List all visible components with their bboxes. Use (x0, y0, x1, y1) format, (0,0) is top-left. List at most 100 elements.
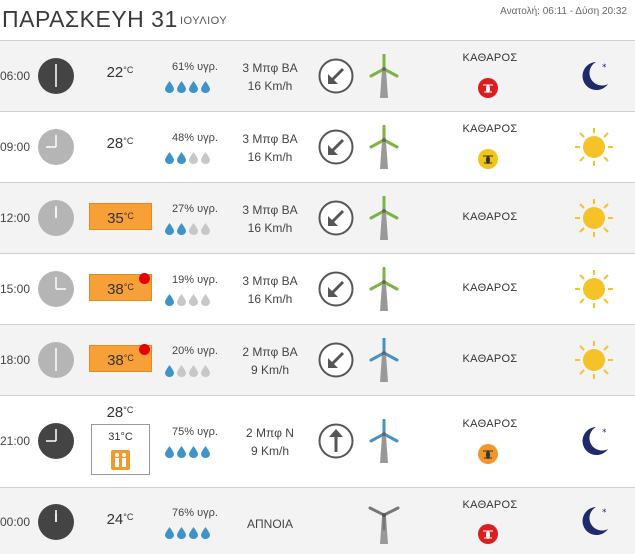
temperature-hot-box: 35°C (89, 203, 152, 230)
sky-condition: ΚΑΘΑΡΟΣ (462, 499, 518, 511)
time-label: 21:00 (0, 434, 31, 448)
wind-info: 3 Μπφ ΒΑ 16 Km/h (242, 61, 298, 93)
humidity-label: 48% υγρ. (172, 132, 218, 144)
svg-text:*: * (602, 63, 607, 73)
heat-alert-dot (139, 273, 150, 284)
sun-icon (574, 269, 614, 309)
drop-full-icon (177, 81, 186, 93)
wind-direction-sw-icon (318, 129, 354, 165)
time-label: 12:00 (0, 211, 31, 225)
month-title: ΙΟΥΛΙΟΥ (180, 15, 228, 27)
drop-empty-icon (201, 152, 210, 164)
feels-like-value: 31°C (108, 431, 133, 443)
forecast-row-0000: 00:00 24°C 76% υγρ. ΑΠΝΟΙΑ ΚΑΘΑΡΟΣ * (0, 487, 635, 554)
discomfort-icon (111, 450, 130, 470)
sunrise-sunset: Ανατολή: 06:11 - Δύση 20:32 (500, 6, 627, 17)
drop-empty-icon (201, 294, 210, 306)
drop-full-icon (177, 527, 186, 539)
sun-icon (574, 198, 614, 238)
wind-turbine-green-icon (366, 53, 402, 98)
drop-empty-icon (189, 365, 198, 377)
drop-empty-icon (189, 152, 198, 164)
clock-light-icon (38, 129, 74, 165)
wind-info: 2 Μπφ ΒΑ 9 Km/h (242, 345, 298, 377)
temperature: 28°C (106, 135, 134, 152)
wind-direction-sw-icon (318, 342, 354, 378)
forecast-row-1800: 18:00 38°C 20% υγρ. 2 Μπφ ΒΑ 9 Km/h ΚΑΘΑΡ… (0, 324, 635, 395)
sun-icon (574, 340, 614, 380)
drop-empty-icon (201, 223, 210, 235)
humidity-label: 61% υγρ. (172, 61, 218, 73)
sky-condition: ΚΑΘΑΡΟΣ (462, 353, 518, 365)
drop-empty-icon (189, 294, 198, 306)
wind-calm: ΑΠΝΟΙΑ (246, 517, 293, 531)
humidity-drops (165, 80, 213, 93)
forecast-row-1500: 15:00 38°C 19% υγρ. 3 Μπφ ΒΑ 16 Km/h ΚΑΘΑ… (0, 253, 635, 324)
time-label: 15:00 (0, 282, 31, 296)
drop-full-icon (201, 446, 210, 458)
temperature: 22°C (106, 64, 134, 81)
forecast-row-0600: 06:00 22°C 61% υγρ. 3 Μπφ ΒΑ 16 Km/h ΚΑΘΑ… (0, 40, 635, 111)
moon-icon: * (574, 421, 614, 461)
wind-info: 3 Μπφ ΒΑ 16 Km/h (242, 132, 298, 164)
drop-full-icon (189, 446, 198, 458)
forecast-row-0900: 09:00 28°C 48% υγρ. 3 Μπφ ΒΑ 16 Km/h ΚΑΘΑ… (0, 111, 635, 182)
clock-dark-icon (38, 504, 74, 540)
drop-full-icon (177, 446, 186, 458)
drop-full-icon (165, 527, 174, 539)
drop-full-icon (177, 223, 186, 235)
sky-condition: ΚΑΘΑΡΟΣ (462, 418, 518, 430)
drop-full-icon (177, 152, 186, 164)
clock-light-icon (38, 271, 74, 307)
wind-direction-n-icon (318, 423, 354, 459)
humidity-drops (165, 445, 213, 458)
mosquito-medium-icon (478, 444, 498, 464)
moon-icon: * (574, 56, 614, 96)
feels-like-box: 31°C (91, 424, 150, 475)
drop-empty-icon (189, 223, 198, 235)
time-label: 18:00 (0, 353, 31, 367)
time-label: 09:00 (0, 140, 31, 154)
drop-full-icon (189, 81, 198, 93)
wind-direction-sw-icon (318, 271, 354, 307)
wind-turbine-green-icon (366, 124, 402, 169)
drop-empty-icon (177, 365, 186, 377)
wind-turbine-idle-icon (366, 500, 402, 544)
drop-full-icon (165, 223, 174, 235)
humidity-label: 27% υγρ. (172, 203, 218, 215)
drop-full-icon (165, 294, 174, 306)
page-header: ΠΑΡΑΣΚΕΥΗ 31 ΙΟΥΛΙΟΥ Ανατολή: 06:11 - Δύ… (0, 0, 635, 40)
sun-icon (574, 127, 614, 167)
sky-condition: ΚΑΘΑΡΟΣ (462, 52, 518, 64)
clock-dark-icon (38, 58, 74, 94)
forecast-row-1200: 12:00 35°C 27% υγρ. 3 Μπφ ΒΑ 16 Km/h ΚΑΘΑ… (0, 182, 635, 253)
sky-condition: ΚΑΘΑΡΟΣ (462, 123, 518, 135)
wind-turbine-blue-icon (366, 337, 402, 382)
clock-dark-icon (38, 423, 74, 459)
wind-turbine-green-icon (366, 266, 402, 311)
wind-turbine-blue-icon (366, 418, 402, 463)
humidity-drops (165, 364, 213, 377)
drop-full-icon (165, 446, 174, 458)
mosquito-high-icon (478, 524, 498, 544)
drop-empty-icon (201, 365, 210, 377)
sky-condition: ΚΑΘΑΡΟΣ (462, 211, 518, 223)
wind-info: 3 Μπφ ΒΑ 16 Km/h (242, 203, 298, 235)
drop-full-icon (189, 527, 198, 539)
humidity-label: 20% υγρ. (172, 345, 218, 357)
time-label: 06:00 (0, 69, 31, 83)
drop-empty-icon (177, 294, 186, 306)
drop-full-icon (165, 152, 174, 164)
drop-full-icon (201, 527, 210, 539)
wind-direction-sw-icon (318, 58, 354, 94)
humidity-drops (165, 293, 213, 306)
wind-direction-sw-icon (318, 200, 354, 236)
day-title: ΠΑΡΑΣΚΕΥΗ 31 (2, 6, 178, 32)
humidity-drops (165, 526, 213, 539)
heat-alert-dot (139, 344, 150, 355)
drop-full-icon (165, 81, 174, 93)
clock-light-icon (38, 200, 74, 236)
humidity-label: 19% υγρ. (172, 274, 218, 286)
